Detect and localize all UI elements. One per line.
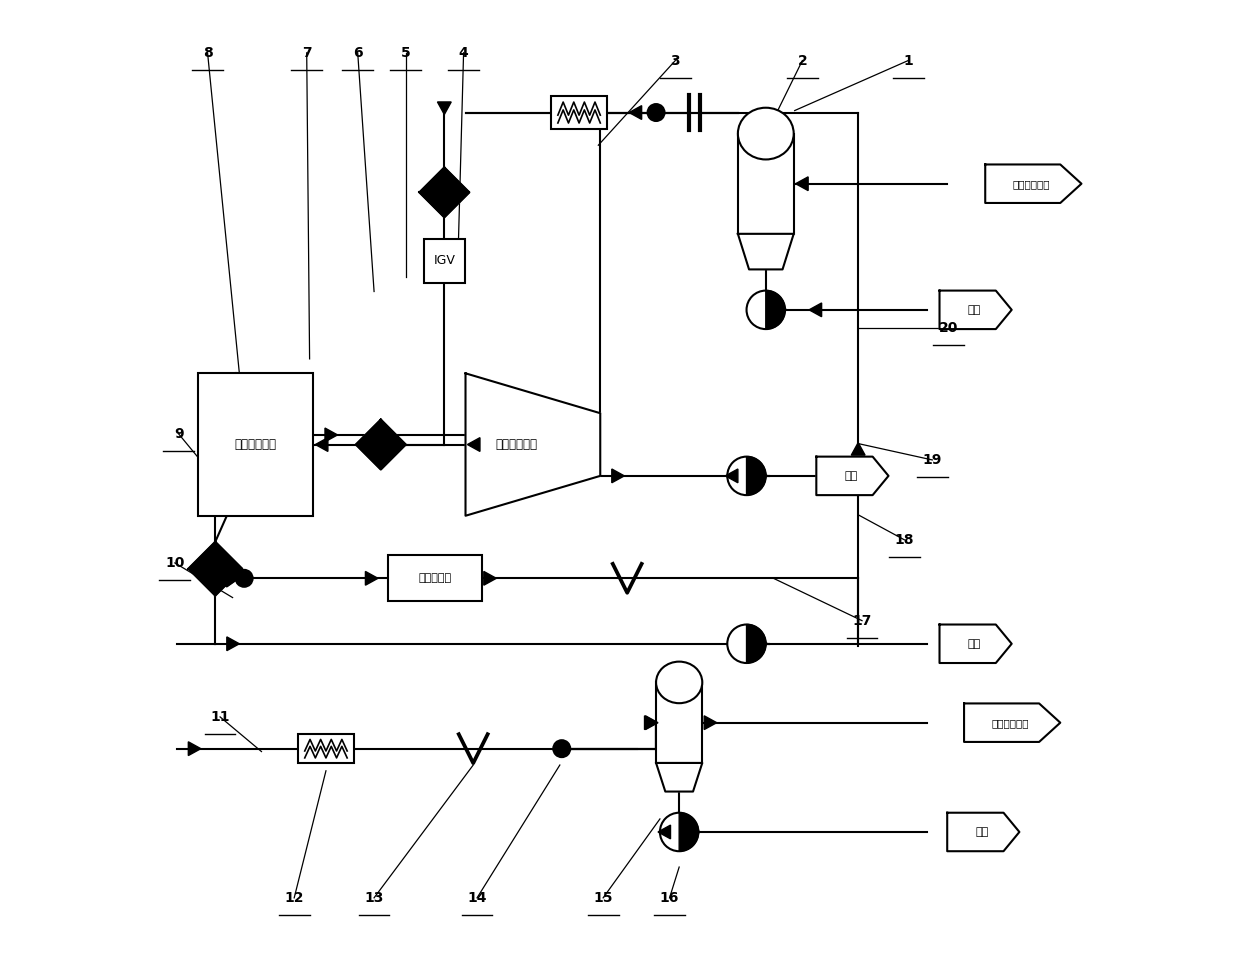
Polygon shape	[658, 825, 670, 839]
Polygon shape	[227, 637, 239, 650]
Polygon shape	[437, 102, 451, 114]
Polygon shape	[188, 568, 242, 595]
Polygon shape	[747, 457, 766, 495]
Text: 减温减压器: 减温减压器	[418, 573, 451, 584]
Polygon shape	[188, 542, 242, 568]
Polygon shape	[356, 444, 406, 469]
Bar	[738, 134, 794, 234]
Polygon shape	[356, 419, 406, 444]
Polygon shape	[466, 374, 600, 516]
Polygon shape	[483, 571, 497, 586]
Polygon shape	[419, 167, 470, 218]
Text: 11: 11	[211, 710, 230, 724]
Polygon shape	[738, 234, 794, 269]
Circle shape	[727, 457, 766, 495]
Polygon shape	[795, 177, 808, 191]
Text: 1: 1	[903, 53, 913, 68]
Circle shape	[747, 290, 786, 329]
Polygon shape	[766, 290, 786, 329]
Polygon shape	[851, 442, 865, 455]
Bar	[551, 96, 607, 129]
Polygon shape	[646, 715, 658, 730]
Polygon shape	[939, 290, 1012, 329]
Polygon shape	[657, 763, 703, 792]
Polygon shape	[356, 419, 406, 469]
Polygon shape	[467, 438, 479, 451]
Text: 2: 2	[798, 53, 808, 68]
Polygon shape	[809, 303, 821, 317]
Text: 15: 15	[593, 891, 613, 905]
Circle shape	[553, 740, 570, 757]
Polygon shape	[985, 165, 1082, 203]
Bar	[198, 374, 313, 516]
Text: 18: 18	[895, 532, 914, 547]
Polygon shape	[629, 106, 642, 119]
Text: 压缩机第一级: 压缩机第一级	[496, 439, 538, 451]
Polygon shape	[366, 571, 378, 586]
Polygon shape	[704, 715, 716, 730]
Bar	[299, 735, 354, 763]
Text: 13: 13	[364, 891, 384, 905]
Polygon shape	[947, 813, 1020, 851]
Polygon shape	[419, 167, 470, 193]
Text: 3: 3	[670, 53, 680, 68]
Text: 9: 9	[173, 427, 183, 441]
Text: 7: 7	[302, 45, 311, 60]
Text: 4: 4	[458, 45, 468, 60]
Text: 8: 8	[203, 45, 212, 60]
Text: 高压饱和蒸汽: 高压饱和蒸汽	[991, 717, 1028, 728]
Text: 给水: 给水	[975, 827, 989, 837]
Ellipse shape	[657, 661, 703, 703]
Polygon shape	[325, 428, 337, 441]
Circle shape	[235, 569, 253, 587]
Polygon shape	[316, 438, 328, 451]
Polygon shape	[756, 637, 768, 650]
Ellipse shape	[738, 107, 794, 160]
Text: 14: 14	[467, 891, 487, 905]
Polygon shape	[817, 457, 888, 495]
Bar	[424, 238, 465, 283]
Polygon shape	[188, 542, 242, 595]
Text: 排水: 排水	[968, 305, 980, 315]
Circle shape	[660, 813, 699, 851]
Polygon shape	[688, 825, 700, 839]
Text: 17: 17	[852, 614, 872, 627]
Text: 20: 20	[939, 321, 958, 335]
Polygon shape	[964, 704, 1061, 741]
Polygon shape	[644, 715, 657, 730]
Circle shape	[727, 624, 766, 663]
Text: 排水: 排水	[844, 470, 857, 481]
Bar	[388, 556, 482, 601]
Text: 12: 12	[285, 891, 304, 905]
Text: 低压过热蒸汽: 低压过热蒸汽	[1012, 179, 1049, 189]
Polygon shape	[612, 469, 624, 483]
Polygon shape	[216, 570, 238, 587]
Polygon shape	[939, 624, 1012, 663]
Polygon shape	[774, 303, 787, 317]
Bar	[657, 682, 703, 763]
Polygon shape	[747, 624, 766, 663]
Text: 19: 19	[923, 453, 942, 467]
Text: 16: 16	[660, 891, 679, 905]
Circle shape	[648, 104, 665, 121]
Polygon shape	[419, 193, 470, 218]
Text: 5: 5	[401, 45, 410, 60]
Text: 6: 6	[353, 45, 363, 60]
Text: 非水: 非水	[968, 639, 980, 649]
Text: IGV: IGV	[434, 255, 455, 267]
Polygon shape	[679, 813, 699, 851]
Polygon shape	[756, 469, 768, 483]
Text: 压缩机第二级: 压缩机第二级	[234, 439, 276, 451]
Polygon shape	[188, 741, 201, 756]
Text: 10: 10	[165, 556, 185, 570]
Polygon shape	[725, 469, 738, 483]
